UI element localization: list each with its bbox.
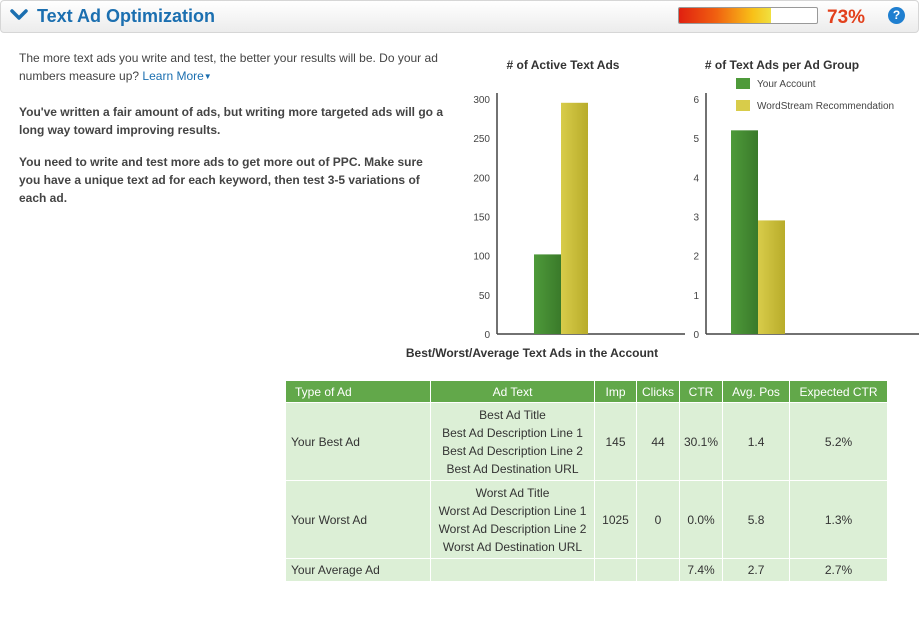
intro-paragraph: The more text ads you write and test, th… (19, 49, 439, 86)
col-type-of-ad: Type of Ad (285, 380, 431, 403)
ad-description-line-2: Worst Ad Description Line 2 (438, 521, 587, 536)
table-row-best-ad: Your Best Ad Best Ad Title Best Ad Descr… (285, 402, 889, 481)
avg-pos-cell: 1.4 (722, 402, 791, 481)
type-cell: Your Best Ad (285, 402, 431, 481)
y-tick-label: 2 (693, 252, 699, 263)
y-tick-label: 6 (693, 95, 699, 106)
learn-more-label: Learn More (142, 69, 204, 83)
ctr-cell: 30.1% (678, 402, 724, 481)
y-tick-label: 4 (693, 173, 699, 184)
ad-text-cell: Worst Ad Title Worst Ad Description Line… (430, 480, 595, 559)
y-tick-label: 150 (473, 213, 490, 224)
col-avg-pos: Avg. Pos (722, 380, 791, 403)
ad-title: Worst Ad Title (475, 485, 550, 500)
ad-text-cell (430, 558, 595, 582)
ctr-cell: 7.4% (678, 558, 724, 582)
y-tick-label: 1 (693, 291, 699, 302)
ad-text-cell: Best Ad Title Best Ad Description Line 1… (430, 402, 595, 481)
y-tick-label: 100 (473, 252, 490, 263)
score-progress-bar (678, 7, 818, 24)
ad-description-line-1: Worst Ad Description Line 1 (438, 503, 587, 518)
table-row-average-ad: Your Average Ad 7.4% 2.7 2.7% (285, 558, 889, 582)
imp-cell: 145 (594, 402, 637, 481)
table-title: Best/Worst/Average Text Ads in the Accou… (405, 346, 659, 360)
caret-down-icon: ▼ (203, 71, 212, 81)
legend-swatch-recommendation (736, 100, 750, 111)
table-header-row: Type of Ad Ad Text Imp Clicks CTR Avg. P… (285, 380, 889, 403)
learn-more-link[interactable]: Learn More▼ (142, 69, 211, 83)
col-ctr: CTR (678, 380, 724, 403)
avg-pos-cell: 2.7 (722, 558, 791, 582)
ctr-cell: 0.0% (678, 480, 724, 559)
ad-testing-message: You need to write and test more ads to g… (19, 155, 423, 205)
y-tick-label: 200 (473, 173, 490, 184)
chevron-down-icon[interactable] (10, 6, 28, 24)
expected-ctr-cell: 2.7% (789, 558, 889, 582)
chart-legend: Your Account WordStream Recommendation (736, 78, 894, 112)
legend-swatch-your-account (736, 78, 750, 89)
expected-ctr-cell: 5.2% (789, 402, 889, 481)
avg-pos-cell: 5.8 (722, 480, 791, 559)
legend-label: Your Account (757, 79, 816, 90)
expected-ctr-cell: 1.3% (789, 480, 889, 559)
help-icon[interactable]: ? (888, 7, 905, 24)
y-tick-label: 0 (484, 330, 490, 341)
y-tick-label: 50 (479, 291, 491, 302)
ad-description-line-2: Best Ad Description Line 2 (442, 443, 583, 458)
bar-wordstream-recommendation (561, 102, 588, 335)
clicks-cell (636, 558, 680, 582)
bar-your-account (534, 254, 561, 334)
text-ads-per-group-chart: # of Text Ads per Ad Group 6 5 4 3 2 1 0 Your … (693, 58, 919, 341)
type-cell: Your Average Ad (285, 558, 431, 582)
clicks-cell: 44 (636, 402, 680, 481)
imp-cell: 1025 (594, 480, 637, 559)
section-header: Text Ad Optimization 73% ? (0, 0, 919, 33)
ad-destination-url: Worst Ad Destination URL (442, 539, 583, 554)
y-tick-label: 0 (693, 330, 699, 341)
col-ad-text: Ad Text (430, 380, 595, 403)
imp-cell (594, 558, 637, 582)
ad-count-message: You've written a fair amount of ads, but… (19, 105, 444, 137)
y-tick-label: 300 (473, 95, 490, 106)
y-tick-label: 5 (693, 134, 699, 145)
clicks-cell: 0 (636, 480, 680, 559)
y-tick-label: 3 (693, 213, 699, 224)
ad-description-line-1: Best Ad Description Line 1 (442, 425, 583, 440)
ad-destination-url: Best Ad Destination URL (446, 461, 579, 476)
y-tick-label: 250 (473, 134, 490, 145)
chart-title: # of Active Text Ads (507, 58, 620, 72)
col-expected-ctr: Expected CTR (789, 380, 889, 403)
ads-table: Type of Ad Ad Text Imp Clicks CTR Avg. P… (285, 380, 889, 582)
ad-title: Best Ad Title (479, 407, 546, 422)
intro-text: The more text ads you write and test, th… (19, 51, 438, 83)
col-imp: Imp (594, 380, 637, 403)
table-row-worst-ad: Your Worst Ad Worst Ad Title Worst Ad De… (285, 480, 889, 559)
score-percent: 73% (827, 7, 866, 28)
bar-your-account (731, 130, 758, 334)
bar-wordstream-recommendation (758, 220, 785, 334)
score-progress-fill (679, 8, 772, 23)
section-title: Text Ad Optimization (37, 6, 215, 26)
chart-title: # of Text Ads per Ad Group (705, 58, 859, 72)
active-text-ads-chart: # of Active Text Ads 300 250 200 150 100 50 0 (473, 58, 685, 341)
type-cell: Your Worst Ad (285, 480, 431, 559)
col-clicks: Clicks (636, 380, 680, 403)
legend-label: WordStream Recommendation (757, 101, 894, 112)
